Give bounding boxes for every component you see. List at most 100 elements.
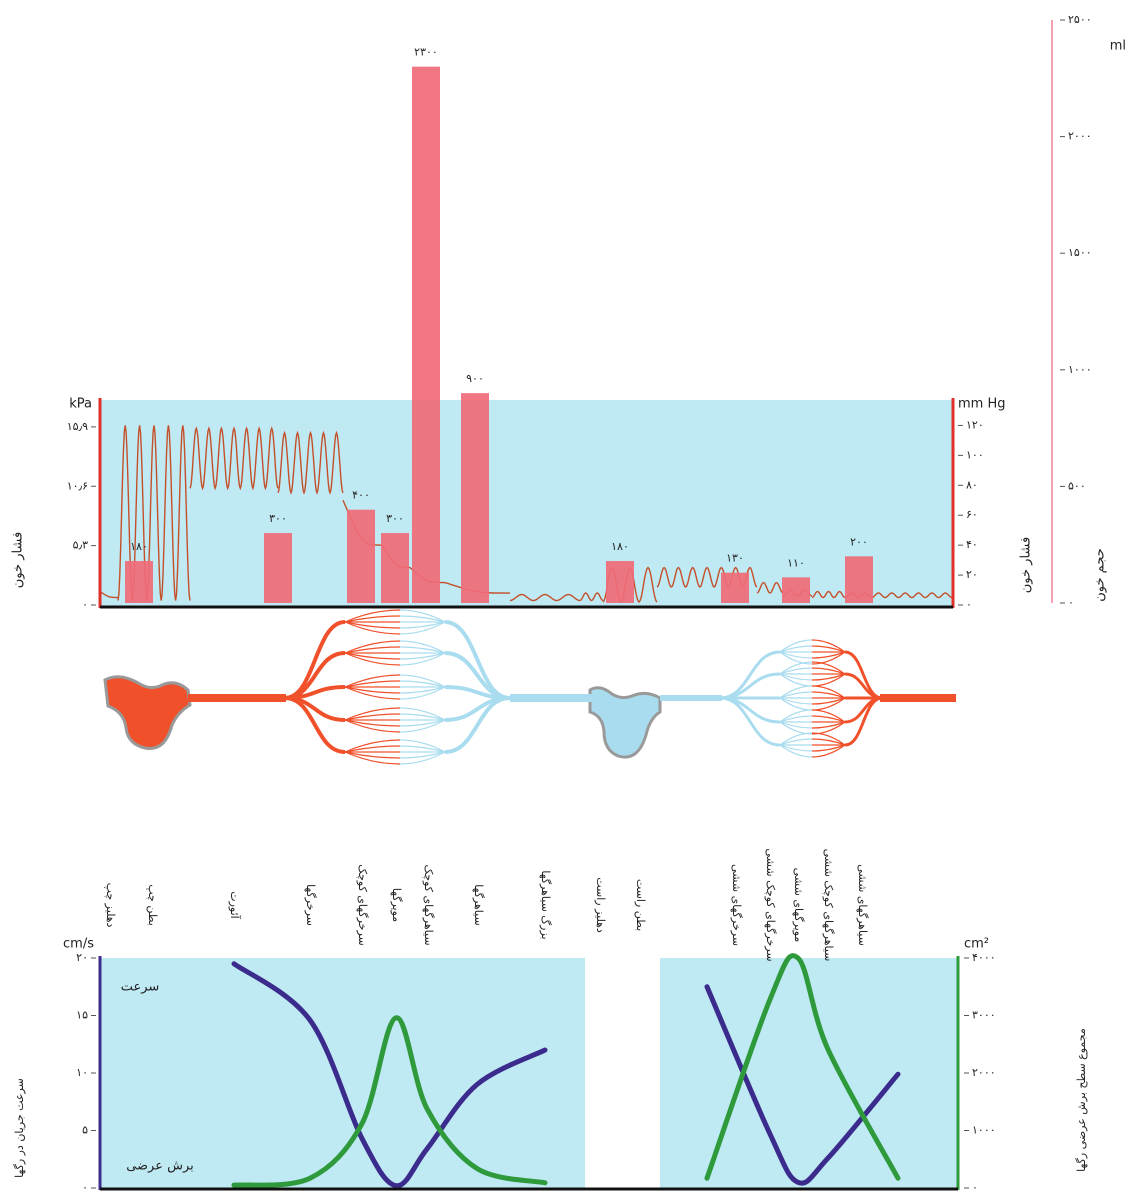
vessel (399, 686, 446, 694)
unit-label: mm Hg (958, 397, 1006, 412)
tick-label: ۲۵۰۰ (1068, 13, 1092, 26)
volume-bar (347, 509, 375, 603)
vessel (103, 675, 192, 751)
vessel-label: بطن راست (634, 879, 647, 931)
pressure-wave (509, 593, 581, 602)
tick-label: ۶۰ (966, 508, 978, 521)
value-label: ۴۰۰ (352, 489, 370, 502)
vessel (399, 713, 446, 721)
series-line (231, 1015, 548, 1188)
tick-label: ۰ (972, 1181, 978, 1193)
marks: ۱۸۰ ۳۰۰ ۴۰۰ ۳۰۰ ۲۳۰۰ ۹۰۰ ۱۸۰ ۱۳۰ ۱۱۰ ۲۰۰ (99, 46, 953, 1189)
vessel (811, 744, 846, 752)
tick-label: ۲۰ (76, 951, 88, 964)
vessel (344, 719, 401, 733)
vessel (399, 646, 446, 654)
vessel-label: سیاهرگهای ششی (856, 864, 869, 946)
vessel-label: سرخرگها (304, 884, 317, 926)
unit-label: kPa (69, 397, 92, 412)
tick-label: ۵ (82, 1124, 88, 1137)
vessel (344, 739, 401, 753)
vessel (811, 673, 846, 681)
vessel (779, 715, 813, 723)
vessel (811, 744, 846, 758)
vessel (399, 652, 446, 666)
vessel (399, 751, 446, 765)
series-label: سرعت (121, 980, 160, 995)
vessel-label: سرخرگهای کوچک ششی (764, 848, 777, 961)
vessel (779, 661, 813, 675)
vessel (399, 640, 446, 654)
tick-label: ۱۰۰ (966, 448, 984, 461)
vessel (779, 651, 813, 665)
axis-title: حجم خون (1093, 548, 1108, 602)
tick-label: ۱۵ (76, 1009, 88, 1022)
vessel (811, 738, 846, 746)
tick-label: ۱۵٫۹ (67, 420, 88, 433)
vessel (779, 697, 813, 705)
vessel (811, 715, 846, 723)
vessel (779, 721, 813, 729)
backgrounds (100, 400, 958, 1188)
unit-label: ml (1110, 39, 1126, 54)
tick-label: ۱۰۰۰ (1068, 363, 1092, 376)
vessel (811, 651, 846, 659)
pressure-plot-area (100, 400, 953, 606)
vessel (284, 696, 346, 754)
vessel (399, 621, 446, 635)
vessel (811, 691, 846, 699)
vessel (811, 685, 846, 699)
vessel (344, 745, 401, 753)
vessel (399, 719, 446, 733)
pressure-wave (99, 590, 119, 599)
series-line (231, 961, 548, 1189)
vessel-label: سیاهرگها (472, 884, 485, 925)
vessel (344, 621, 401, 629)
vessel (779, 691, 813, 699)
vessel (811, 709, 846, 723)
volume-bar (264, 533, 292, 603)
vessel (188, 694, 286, 702)
vessel (844, 696, 883, 747)
axis-title: سرعت جریان در رگها (13, 1078, 26, 1178)
tick-label: ۰ (966, 598, 972, 611)
value-label: ۲۰۰ (850, 535, 868, 548)
series-label: برش عرضی (126, 1159, 194, 1174)
vessel (399, 707, 446, 721)
tick-label: ۰ (82, 1181, 88, 1193)
vessel (811, 645, 846, 653)
vessel-label: مویرگها (390, 888, 403, 922)
vessel (344, 713, 401, 721)
labels: kPa mm Hg ml cm/s cm² فشار خون فشار خون … (11, 39, 1127, 1178)
vessel (344, 751, 401, 759)
tick-label: ۰ (1068, 596, 1074, 609)
tick-label: ۱۰ (76, 1066, 88, 1079)
vessel (880, 694, 956, 702)
vessel (811, 661, 846, 675)
vessel-label: دهلیز چپ (104, 883, 117, 928)
vessel-diagram (103, 609, 956, 765)
volume-bar (461, 393, 489, 603)
vessel (811, 667, 846, 675)
vessel (660, 695, 722, 701)
value-label: ۳۰۰ (269, 512, 287, 525)
vessel-label: بزرگ سیاهرگها (539, 870, 552, 939)
vessel (344, 707, 401, 721)
vessel (779, 744, 813, 752)
volume-bar (125, 561, 153, 603)
volume-bar (606, 561, 634, 603)
vessel (344, 646, 401, 654)
vessel (344, 751, 401, 765)
vessel (779, 667, 813, 675)
vessel (811, 639, 846, 653)
vessel (811, 697, 846, 705)
vessel (779, 639, 813, 653)
vessel (399, 674, 446, 688)
tick-label: ۱۲۰ (966, 418, 984, 431)
vessel (399, 652, 446, 660)
vessel (399, 609, 446, 623)
vessel (344, 652, 401, 666)
tick-label: ۵۰۰ (1068, 479, 1086, 492)
vessel (399, 615, 446, 623)
